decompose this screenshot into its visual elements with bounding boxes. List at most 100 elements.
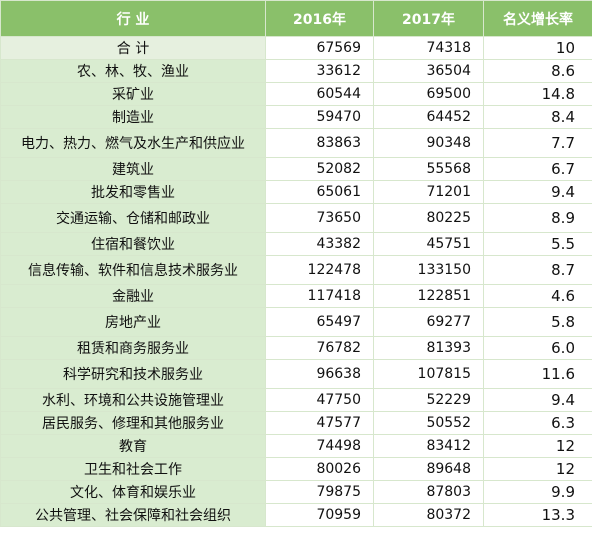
table-row: 科学研究和技术服务业 96638 107815 11.6 <box>0 359 592 389</box>
value-2017-cell: 52229 <box>373 388 484 412</box>
value-2016-cell: 117418 <box>265 284 374 308</box>
industry-cell: 批发和零售业 <box>0 180 266 204</box>
value-2017-cell: 69500 <box>373 82 484 106</box>
industry-cell: 住宿和餐饮业 <box>0 232 266 256</box>
header-2016: 2016年 <box>265 0 374 37</box>
table-row: 批发和零售业 65061 71201 9.4 <box>0 180 592 204</box>
growth-rate-cell: 12 <box>483 457 592 481</box>
growth-rate-cell: 8.7 <box>483 255 592 285</box>
header-industry: 行 业 <box>0 0 266 37</box>
value-2017-cell: 133150 <box>373 255 484 285</box>
industry-cell: 租赁和商务服务业 <box>0 336 266 360</box>
value-2017-cell: 74318 <box>373 36 484 60</box>
value-2016-cell: 96638 <box>265 359 374 389</box>
header-row: 行 业 2016年 2017年 名义增长率 <box>0 0 592 37</box>
table-row: 采矿业 60544 69500 14.8 <box>0 82 592 106</box>
industry-cell: 卫生和社会工作 <box>0 457 266 481</box>
industry-cell: 房地产业 <box>0 307 266 337</box>
growth-rate-cell: 4.6 <box>483 284 592 308</box>
industry-cell: 文化、体育和娱乐业 <box>0 480 266 504</box>
industry-cell: 公共管理、社会保障和社会组织 <box>0 503 266 527</box>
value-2016-cell: 70959 <box>265 503 374 527</box>
value-2017-cell: 89648 <box>373 457 484 481</box>
value-2017-cell: 71201 <box>373 180 484 204</box>
growth-rate-cell: 8.6 <box>483 59 592 83</box>
value-2016-cell: 80026 <box>265 457 374 481</box>
value-2016-cell: 47577 <box>265 411 374 435</box>
industry-cell: 电力、热力、燃气及水生产和供应业 <box>0 128 266 158</box>
industry-cell: 金融业 <box>0 284 266 308</box>
table-row: 水利、环境和公共设施管理业 47750 52229 9.4 <box>0 388 592 412</box>
table-row: 电力、热力、燃气及水生产和供应业 83863 90348 7.7 <box>0 128 592 158</box>
table-row: 教育 74498 83412 12 <box>0 434 592 458</box>
value-2016-cell: 33612 <box>265 59 374 83</box>
value-2016-cell: 122478 <box>265 255 374 285</box>
value-2017-cell: 55568 <box>373 157 484 181</box>
header-growth-rate: 名义增长率 <box>483 0 592 37</box>
growth-rate-cell: 6.7 <box>483 157 592 181</box>
table-row-total: 合 计 67569 74318 10 <box>0 36 592 60</box>
growth-rate-cell: 7.7 <box>483 128 592 158</box>
table-row: 制造业 59470 64452 8.4 <box>0 105 592 129</box>
growth-rate-cell: 9.4 <box>483 180 592 204</box>
industry-cell: 信息传输、软件和信息技术服务业 <box>0 255 266 285</box>
value-2017-cell: 81393 <box>373 336 484 360</box>
value-2017-cell: 50552 <box>373 411 484 435</box>
growth-rate-cell: 6.3 <box>483 411 592 435</box>
table-row: 信息传输、软件和信息技术服务业 122478 133150 8.7 <box>0 255 592 285</box>
industry-cell: 合 计 <box>0 36 266 60</box>
value-2017-cell: 80225 <box>373 203 484 233</box>
industry-cell: 教育 <box>0 434 266 458</box>
table-row: 农、林、牧、渔业 33612 36504 8.6 <box>0 59 592 83</box>
growth-rate-cell: 9.9 <box>483 480 592 504</box>
table-row: 建筑业 52082 55568 6.7 <box>0 157 592 181</box>
value-2017-cell: 122851 <box>373 284 484 308</box>
industry-cell: 居民服务、修理和其他服务业 <box>0 411 266 435</box>
table-row: 住宿和餐饮业 43382 45751 5.5 <box>0 232 592 256</box>
growth-rate-cell: 10 <box>483 36 592 60</box>
industry-cell: 水利、环境和公共设施管理业 <box>0 388 266 412</box>
table-row: 居民服务、修理和其他服务业 47577 50552 6.3 <box>0 411 592 435</box>
value-2016-cell: 60544 <box>265 82 374 106</box>
table-row: 文化、体育和娱乐业 79875 87803 9.9 <box>0 480 592 504</box>
value-2016-cell: 83863 <box>265 128 374 158</box>
table-row: 卫生和社会工作 80026 89648 12 <box>0 457 592 481</box>
table-row: 房地产业 65497 69277 5.8 <box>0 307 592 337</box>
industry-cell: 交通运输、仓储和邮政业 <box>0 203 266 233</box>
value-2017-cell: 45751 <box>373 232 484 256</box>
growth-rate-cell: 14.8 <box>483 82 592 106</box>
table-row: 金融业 117418 122851 4.6 <box>0 284 592 308</box>
growth-rate-cell: 8.4 <box>483 105 592 129</box>
industry-cell: 农、林、牧、渔业 <box>0 59 266 83</box>
value-2017-cell: 87803 <box>373 480 484 504</box>
value-2017-cell: 69277 <box>373 307 484 337</box>
industry-cell: 制造业 <box>0 105 266 129</box>
value-2017-cell: 64452 <box>373 105 484 129</box>
industry-cell: 建筑业 <box>0 157 266 181</box>
growth-rate-cell: 5.8 <box>483 307 592 337</box>
table-row: 公共管理、社会保障和社会组织 70959 80372 13.3 <box>0 503 592 527</box>
value-2016-cell: 67569 <box>265 36 374 60</box>
value-2016-cell: 73650 <box>265 203 374 233</box>
growth-rate-cell: 11.6 <box>483 359 592 389</box>
value-2017-cell: 80372 <box>373 503 484 527</box>
value-2017-cell: 90348 <box>373 128 484 158</box>
growth-rate-cell: 5.5 <box>483 232 592 256</box>
growth-rate-cell: 6.0 <box>483 336 592 360</box>
value-2017-cell: 107815 <box>373 359 484 389</box>
value-2016-cell: 74498 <box>265 434 374 458</box>
table-row: 交通运输、仓储和邮政业 73650 80225 8.9 <box>0 203 592 233</box>
value-2017-cell: 36504 <box>373 59 484 83</box>
value-2017-cell: 83412 <box>373 434 484 458</box>
growth-rate-cell: 9.4 <box>483 388 592 412</box>
table-row: 租赁和商务服务业 76782 81393 6.0 <box>0 336 592 360</box>
industry-cell: 科学研究和技术服务业 <box>0 359 266 389</box>
industry-cell: 采矿业 <box>0 82 266 106</box>
value-2016-cell: 65061 <box>265 180 374 204</box>
value-2016-cell: 79875 <box>265 480 374 504</box>
growth-rate-cell: 12 <box>483 434 592 458</box>
value-2016-cell: 47750 <box>265 388 374 412</box>
value-2016-cell: 76782 <box>265 336 374 360</box>
header-2017: 2017年 <box>373 0 484 37</box>
